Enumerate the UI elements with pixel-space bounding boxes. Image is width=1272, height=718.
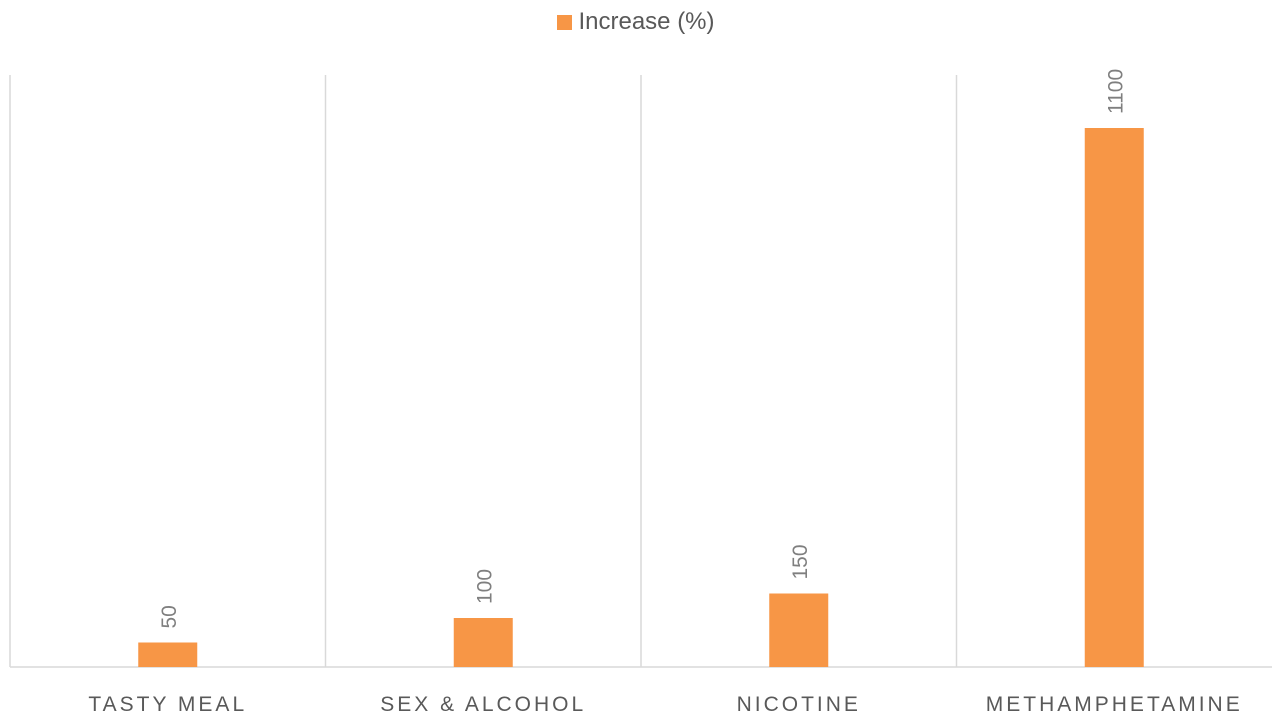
x-tick-label: SEX & ALCOHOL <box>380 693 586 716</box>
legend: Increase (%) <box>0 8 1272 36</box>
x-tick-label: TASTY MEAL <box>88 693 247 716</box>
data-label: 1100 <box>1104 69 1127 114</box>
legend-swatch <box>557 14 573 30</box>
data-label: 50 <box>158 605 181 628</box>
bar <box>1084 128 1144 667</box>
x-tick-label: METHAMPHETAMINE <box>986 693 1243 716</box>
x-tick-label: NICOTINE <box>737 693 861 716</box>
bar <box>769 593 829 667</box>
bar <box>453 618 513 667</box>
bar <box>138 642 198 667</box>
legend-label: Increase (%) <box>578 8 715 35</box>
data-label: 150 <box>789 544 812 579</box>
data-label: 100 <box>473 569 496 604</box>
